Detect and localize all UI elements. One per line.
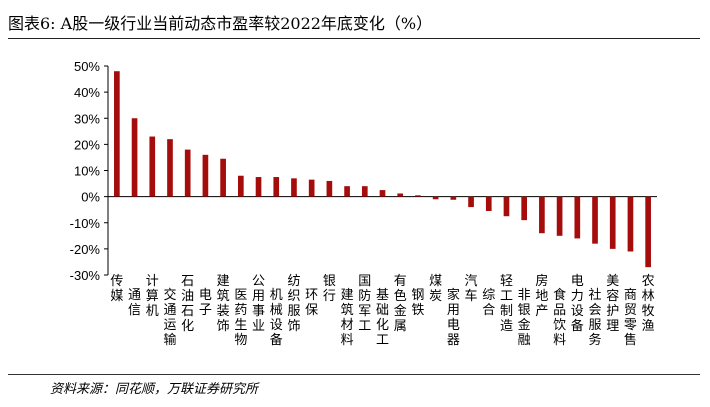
category-label: 银行 [323, 274, 336, 304]
bar [114, 71, 120, 197]
bar [503, 196, 510, 217]
bar [344, 186, 350, 197]
y-tick-label: 0% [81, 190, 100, 205]
bar [361, 186, 368, 197]
chart-title: 图表6: A股一级行业当前动态市盈率较2022年底变化（%） [8, 14, 433, 33]
category-label: 家用电器 [447, 287, 460, 348]
bar [485, 196, 492, 211]
bar [556, 196, 563, 236]
y-tick-label: 20% [74, 137, 100, 152]
bar [220, 158, 226, 197]
bar [149, 136, 156, 197]
category-label: 环保 [305, 288, 318, 318]
bar [184, 149, 191, 197]
y-tick-label: -20% [70, 242, 101, 257]
category-label: 电子 [199, 288, 212, 318]
bar [202, 154, 209, 197]
category-label: 电力设备 [571, 274, 584, 334]
bar [379, 190, 386, 197]
category-label: 汽车 [465, 274, 478, 304]
category-label: 社会服务 [589, 287, 602, 348]
y-tick-label: -30% [70, 268, 101, 283]
category-label: 公用事业 [252, 274, 265, 334]
category-label: 计算机 [146, 274, 159, 319]
category-label: 建筑材料 [341, 288, 354, 348]
bar [468, 196, 474, 208]
category-label: 交通运输 [163, 287, 176, 348]
title-rule [8, 38, 700, 39]
bar [326, 180, 333, 197]
bar [397, 193, 404, 197]
category-label: 非银金融 [518, 288, 531, 348]
category-label: 房地产 [535, 273, 548, 319]
bar [450, 196, 457, 200]
category-label: 综合 [482, 288, 495, 318]
y-tick-label: 40% [74, 85, 100, 100]
category-label: 美容护理 [606, 274, 619, 334]
bar [291, 178, 297, 197]
category-label: 有色金属 [394, 274, 407, 334]
y-tick-label: 10% [74, 164, 100, 179]
bar [255, 177, 262, 197]
category-label: 纺织服饰 [287, 274, 300, 334]
bar [627, 196, 634, 252]
category-label: 传媒 [110, 274, 123, 304]
category-label: 商贸零售 [624, 288, 637, 348]
bar [308, 179, 315, 197]
category-label: 基础化工 [376, 288, 389, 348]
bar [592, 196, 598, 244]
y-tick-label: -10% [70, 216, 101, 231]
category-label: 国防军工 [358, 274, 371, 334]
y-tick-label: 50% [74, 59, 100, 74]
y-tick-label: 30% [74, 111, 100, 126]
bar [273, 177, 280, 197]
bar [237, 175, 244, 197]
category-label: 农林牧渔 [642, 274, 655, 334]
category-label: 轻工制造 [500, 274, 513, 334]
bar [645, 196, 651, 268]
source-note: 资料来源：同花顺，万联证券研究所 [50, 382, 259, 397]
category-label: 机械设备 [270, 288, 283, 348]
bar [539, 196, 545, 234]
bar-chart: 50% 40% 30% 20% 10% 0% -10% -20% -30% 传媒 通信计算机交通运输… [70, 59, 657, 348]
category-label: 建筑装饰 [217, 274, 230, 334]
bar [574, 196, 581, 239]
bar [415, 195, 421, 197]
category-label: 医药生物 [234, 288, 247, 348]
footer-rule [8, 374, 700, 375]
category-label: 通信 [128, 288, 141, 318]
category-label: 煤炭 [429, 274, 442, 304]
bar [167, 139, 173, 197]
category-label: 石油石化 [181, 274, 194, 334]
category-label: 钢铁 [411, 288, 424, 318]
category-label: 食品饮料 [553, 287, 566, 348]
bar [432, 196, 439, 200]
bar [609, 196, 616, 249]
bar [131, 118, 138, 197]
bar [521, 196, 528, 221]
